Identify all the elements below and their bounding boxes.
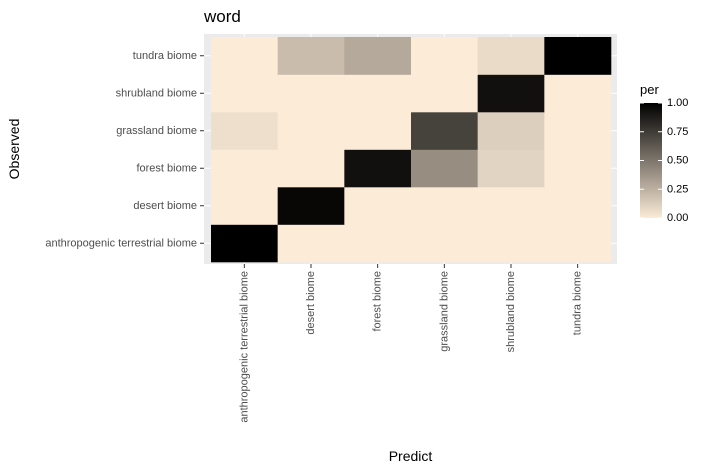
heatmap-tile [277, 187, 345, 225]
heatmap-tile [477, 74, 545, 113]
legend-tick-label: 0.25 [667, 183, 688, 195]
heatmap-tile [544, 187, 612, 225]
heatmap-tile [277, 37, 345, 75]
x-axis-ticks: anthropogenic terrestrial biome desert bi… [238, 264, 584, 423]
legend-colorbar [640, 103, 662, 218]
heatmap-tile [544, 149, 612, 188]
chart-title: word [203, 7, 241, 26]
heatmap-tile [544, 112, 612, 150]
heatmap-tile [211, 74, 278, 113]
heatmap-tile [344, 149, 412, 188]
heatmap-tile [211, 187, 278, 225]
heatmap-tile [277, 112, 345, 150]
heatmap-tile [544, 37, 612, 75]
legend-tick-label: 1.00 [667, 97, 688, 109]
heatmap-tile [411, 37, 478, 75]
x-tick-label: forest biome [372, 271, 384, 332]
y-axis-title: Observed [6, 119, 22, 180]
heatmap-tile [477, 187, 545, 225]
heatmap-tile [477, 112, 545, 150]
legend-tick-label: 0.75 [667, 126, 688, 138]
y-tick-label: shrubland biome [116, 87, 197, 99]
heatmap-tile [277, 149, 345, 188]
color-legend: per 0.00 0.25 0.50 0.75 1.00 [640, 82, 688, 224]
y-tick-label: grassland biome [116, 125, 197, 137]
heatmap-tile [411, 187, 478, 225]
x-axis-title: Predict [389, 448, 433, 464]
x-tick-label: desert biome [305, 271, 317, 335]
legend-tick-label: 0.50 [667, 155, 688, 167]
legend-title: per [640, 82, 659, 97]
y-axis-ticks: anthropogenic terrestrial biome desert bi… [45, 50, 204, 249]
heatmap-tile [544, 224, 612, 263]
heatmap-tile [344, 224, 412, 263]
x-tick-label: grassland biome [438, 271, 450, 352]
heatmap-tile [544, 74, 612, 113]
legend-ticks: 0.00 0.25 0.50 0.75 1.00 [640, 97, 688, 224]
heatmap-tiles [211, 37, 612, 263]
heatmap-tile [211, 224, 278, 263]
heatmap-tile [477, 37, 545, 75]
heatmap-tile [411, 149, 478, 188]
legend-tick-label: 0.00 [667, 212, 688, 224]
heatmap-tile [211, 37, 278, 75]
x-tick-label: shrubland biome [505, 271, 517, 352]
y-tick-label: desert biome [133, 200, 197, 212]
heatmap-tile [344, 37, 412, 75]
heatmap-tile [277, 224, 345, 263]
heatmap-tile [411, 112, 478, 150]
y-tick-label: forest biome [136, 162, 197, 174]
y-tick-label: anthropogenic terrestrial biome [45, 237, 197, 249]
heatmap-tile [344, 74, 412, 113]
heatmap-tile [411, 74, 478, 113]
heatmap-tile [277, 74, 345, 113]
heatmap-tile [344, 187, 412, 225]
heatmap-tile [477, 149, 545, 188]
x-tick-label: anthropogenic terrestrial biome [238, 271, 250, 423]
heatmap-tile [477, 224, 545, 263]
x-tick-label: tundra biome [572, 271, 584, 335]
heatmap-tile [344, 112, 412, 150]
heatmap-tile [411, 224, 478, 263]
y-tick-label: tundra biome [133, 50, 197, 62]
heatmap-tile [211, 149, 278, 188]
heatmap-tile [211, 112, 278, 150]
